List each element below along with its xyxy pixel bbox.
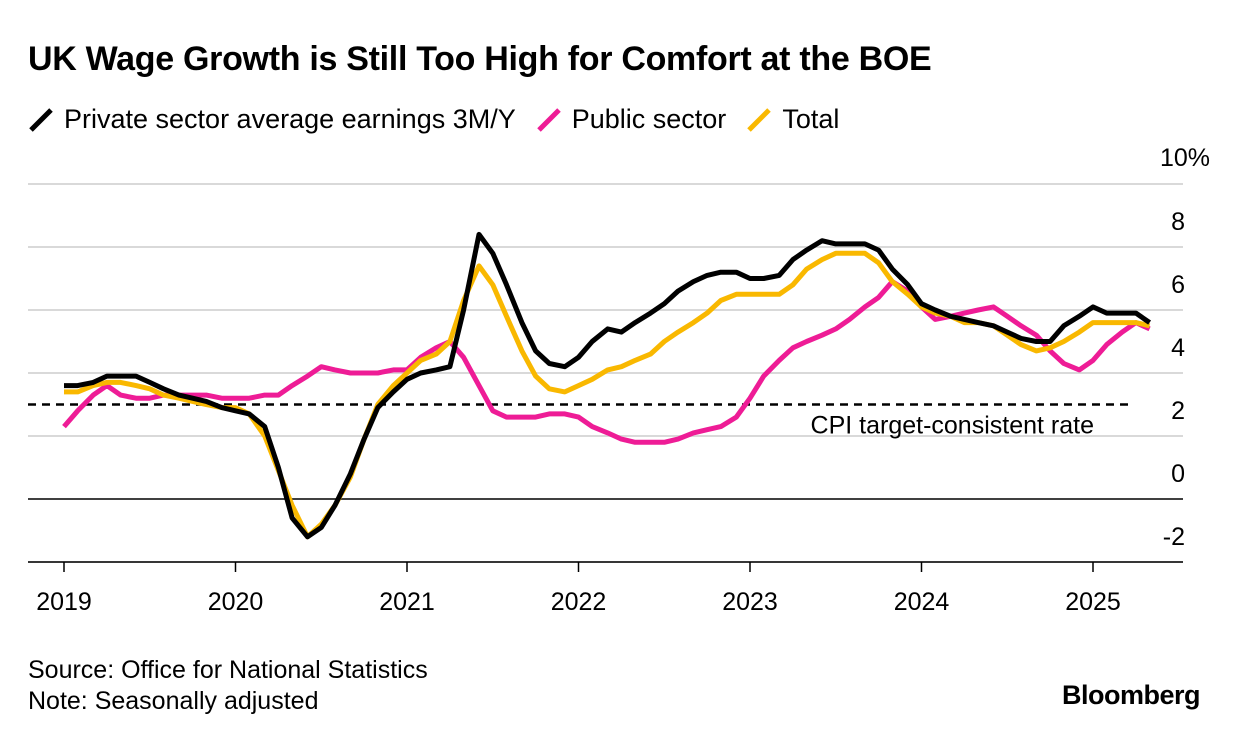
legend-item-public: Public sector bbox=[536, 104, 727, 135]
legend-item-total: Total bbox=[746, 104, 839, 135]
legend-label-public: Public sector bbox=[571, 104, 727, 134]
x-tick-label: 2022 bbox=[551, 588, 607, 616]
cpi-target-label: CPI target-consistent rate bbox=[811, 412, 1094, 440]
legend-swatch-private bbox=[28, 107, 54, 133]
y-tick-label: 8 bbox=[1171, 208, 1185, 236]
legend-label-total: Total bbox=[782, 104, 840, 134]
adjustment-note: Note: Seasonally adjusted bbox=[28, 687, 319, 715]
x-tick-label: 2020 bbox=[208, 588, 264, 616]
legend-swatch-public bbox=[536, 107, 562, 133]
series-line-public-sector bbox=[62, 279, 1151, 445]
y-tick-label: 0 bbox=[1171, 460, 1185, 488]
reference-layer: CPI target-consistent rate bbox=[28, 403, 1128, 440]
legend-swatch-total bbox=[746, 107, 772, 133]
chart-title: UK Wage Growth is Still Too High for Com… bbox=[28, 40, 932, 78]
legend: Private sector average earnings 3M/Y Pub… bbox=[28, 104, 859, 135]
y-tick-label: 6 bbox=[1171, 271, 1185, 299]
legend-label-private: Private sector average earnings 3M/Y bbox=[64, 104, 516, 134]
x-tick-label: 2023 bbox=[722, 588, 778, 616]
series-line-total bbox=[64, 250, 1151, 540]
source-note: Source: Office for National Statistics bbox=[28, 656, 428, 684]
bloomberg-logo: Bloomberg bbox=[1061, 680, 1201, 710]
axis-layer: 10% 8 6 4 2 0 -2 2019 2020 2021 2022 2023 2024 2025 bbox=[28, 144, 1210, 616]
footer: Source: Office for National Statistics N… bbox=[28, 655, 428, 717]
line-chart: CPI target-consistent rate 10% 8 6 4 2 0 -2 201… bbox=[28, 144, 1210, 616]
y-tick-label: 2 bbox=[1171, 397, 1185, 425]
x-tick-label: 2019 bbox=[36, 588, 92, 616]
y-tick-label: 4 bbox=[1171, 334, 1185, 362]
series-layer bbox=[62, 231, 1152, 540]
legend-item-private: Private sector average earnings 3M/Y bbox=[28, 104, 516, 135]
y-tick-label: -2 bbox=[1163, 523, 1185, 551]
series-line-private-sector-average-earnings-3m-y bbox=[64, 231, 1152, 540]
x-tick-label: 2024 bbox=[894, 588, 950, 616]
x-tick-label: 2025 bbox=[1065, 588, 1121, 616]
y-unit-label: 10% bbox=[1160, 144, 1210, 172]
x-tick-label: 2021 bbox=[379, 588, 435, 616]
